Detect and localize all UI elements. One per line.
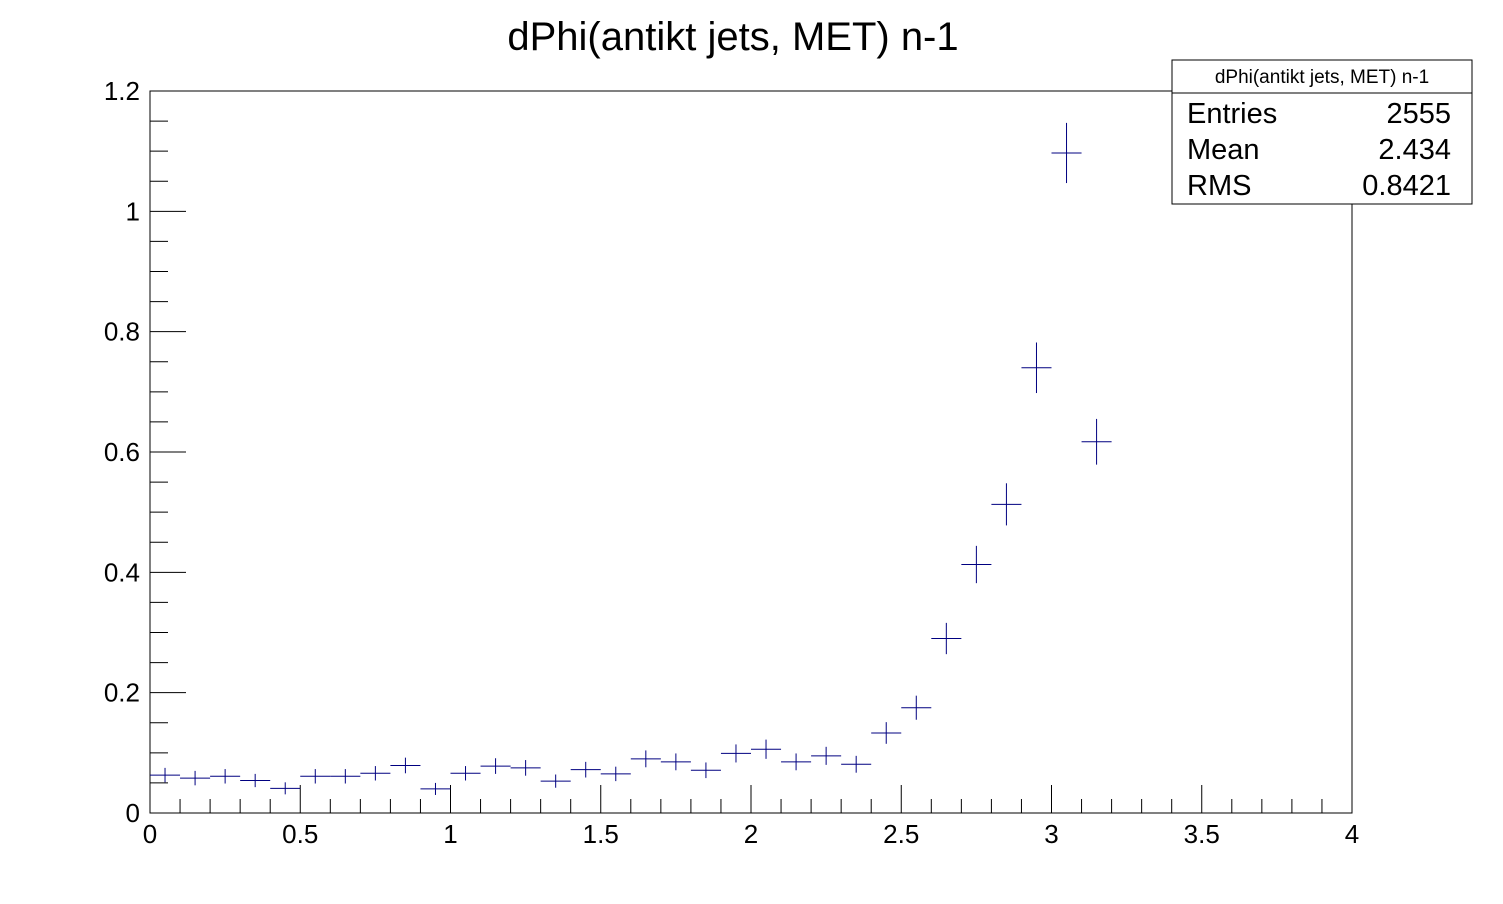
data-point — [360, 766, 391, 781]
y-tick-label: 0.8 — [104, 317, 140, 347]
y-tick-label: 1.2 — [104, 76, 140, 106]
data-point — [510, 760, 541, 776]
x-tick-label: 0.5 — [282, 819, 318, 849]
data-point — [720, 744, 751, 763]
data-point — [630, 750, 661, 768]
y-tick-label: 1 — [126, 196, 140, 226]
y-tick-label: 0.4 — [104, 557, 140, 587]
data-point — [300, 769, 331, 784]
data-point — [781, 753, 812, 771]
data-point — [931, 622, 962, 655]
data-point — [240, 773, 271, 788]
stats-box: dPhi(antikt jets, MET) n-1 Entries 2555 … — [1171, 59, 1473, 205]
y-axis: 0 0.2 0.4 0.6 0.8 1 1.2 — [104, 76, 186, 828]
data-point — [150, 767, 181, 783]
data-point — [841, 755, 872, 773]
data-point — [270, 782, 301, 795]
stats-box-title: dPhi(antikt jets, MET) n-1 — [1215, 67, 1429, 88]
stats-mean-label: Mean — [1187, 134, 1260, 166]
x-tick-label: 1.5 — [583, 819, 619, 849]
data-point — [991, 483, 1022, 526]
data-point — [420, 782, 451, 795]
data-point — [1021, 342, 1052, 394]
stats-rms-label: RMS — [1187, 170, 1251, 202]
data-point — [901, 695, 932, 720]
data-point — [1081, 418, 1112, 465]
data-point — [961, 545, 992, 584]
data-point — [660, 753, 691, 771]
data-point — [690, 762, 721, 779]
stats-entries-value: 2555 — [1386, 98, 1451, 130]
stats-mean-value: 2.434 — [1378, 134, 1451, 166]
y-tick-label: 0.6 — [104, 437, 140, 467]
data-point — [871, 722, 902, 744]
stats-box-frame — [1171, 59, 1473, 205]
x-tick-label: 2 — [744, 819, 758, 849]
stats-entries-label: Entries — [1187, 98, 1277, 130]
data-point — [751, 739, 782, 759]
data-point — [330, 769, 361, 784]
data-point — [600, 766, 631, 782]
data-point — [210, 769, 241, 784]
x-tick-label: 2.5 — [883, 819, 919, 849]
data-point — [540, 774, 571, 788]
x-tick-label: 0 — [143, 819, 157, 849]
x-tick-label: 3 — [1044, 819, 1058, 849]
data-points — [150, 122, 1112, 795]
data-point — [480, 758, 511, 774]
chart-title: dPhi(antikt jets, MET) n-1 — [507, 15, 958, 59]
data-point — [811, 746, 842, 765]
data-point — [390, 757, 421, 774]
y-tick-label: 0 — [126, 798, 140, 828]
data-point — [450, 766, 481, 781]
data-point — [570, 761, 601, 778]
x-tick-label: 4 — [1345, 819, 1359, 849]
y-tick-label: 0.2 — [104, 678, 140, 708]
stats-rms-value: 0.8421 — [1362, 170, 1451, 202]
x-axis: 0 0.5 1 1.5 2 2.5 3 3.5 4 — [143, 785, 1359, 849]
data-point — [180, 770, 211, 786]
x-tick-label: 1 — [443, 819, 457, 849]
x-tick-label: 3.5 — [1184, 819, 1220, 849]
data-point — [1051, 122, 1082, 184]
